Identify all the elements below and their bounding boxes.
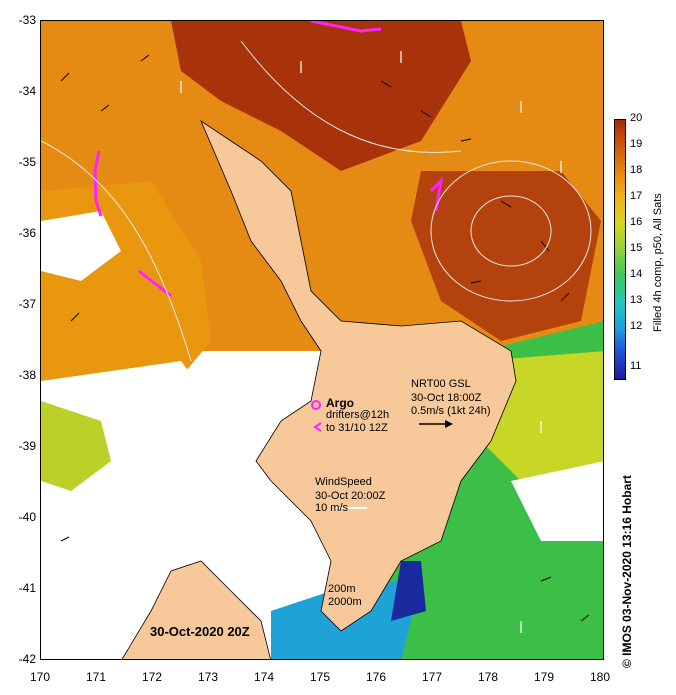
map-canvas [41, 21, 603, 659]
y-tick: -40 [18, 510, 36, 524]
colorbar-tick: 19 [630, 138, 643, 150]
north-island [200, 119, 517, 632]
sst-hot-eddy [411, 171, 601, 341]
argo-track [429, 176, 444, 212]
argo-label: Argo [326, 396, 354, 410]
wind-vectors [80, 51, 582, 633]
colorbar [614, 119, 626, 380]
x-tick: 170 [29, 670, 51, 684]
colorbar-tick: 16 [630, 216, 643, 228]
drifters-label: drifters@12h [326, 409, 390, 421]
x-tick: 178 [477, 670, 499, 684]
argo-track [93, 150, 103, 217]
colorbar-tick: 12 [630, 320, 643, 332]
x-tick: 174 [253, 670, 275, 684]
nrt-time: 30-Oct 18:00Z [411, 392, 482, 404]
sst-hot-north [171, 21, 471, 171]
nrt-scale: 0.5m/s (1kt 24h) [411, 405, 491, 417]
x-tick: 173 [197, 670, 219, 684]
sst-map [40, 20, 604, 660]
y-tick: -35 [18, 155, 36, 169]
depth-2000m-label: 2000m [328, 596, 362, 608]
x-tick: 180 [589, 670, 611, 684]
colorbar-tick: 14 [630, 268, 643, 280]
depth-200m-label: 200m [328, 583, 356, 595]
x-tick: 179 [533, 670, 555, 684]
y-tick: -36 [18, 226, 36, 240]
sst-cloud-east [511, 461, 603, 541]
x-tick: 171 [85, 670, 107, 684]
colorbar-tick: 15 [630, 242, 643, 254]
x-tick: 177 [421, 670, 443, 684]
wind-scale: 10 m/s [315, 502, 349, 514]
colorbar-title: Filled 4h comp, p50, All Sats [652, 193, 664, 332]
colorbar-tick: 18 [630, 164, 643, 176]
colorbar-tick: 20 [630, 112, 643, 124]
y-tick: -38 [18, 368, 36, 382]
sst-mid-west [41, 401, 111, 491]
y-tick: -41 [18, 581, 36, 595]
y-tick: -37 [18, 297, 36, 311]
x-tick: 172 [141, 670, 163, 684]
colorbar-tick: 11 [630, 360, 642, 372]
colorbar-tick: 13 [630, 294, 643, 306]
y-tick: -34 [18, 84, 36, 98]
time-stamp: 30-Oct-2020 20Z [150, 624, 250, 639]
imos-credit: © IMOS 03-Nov-2020 13:16 Hobart [620, 475, 634, 668]
x-tick: 176 [365, 670, 387, 684]
y-tick: -33 [18, 13, 36, 27]
current-vectors [60, 54, 590, 622]
south-island [121, 560, 271, 659]
nrt-title: NRT00 GSL [411, 378, 471, 390]
wind-title: WindSpeed [315, 476, 372, 488]
drifter-symbol [313, 422, 322, 432]
y-tick: -42 [18, 652, 36, 666]
argo-symbol [311, 400, 321, 410]
sst-cloud-nw [41, 211, 121, 281]
pressure-contours [41, 40, 592, 362]
current-scale-arrowhead [445, 420, 453, 428]
y-tick: -39 [18, 439, 36, 453]
colorbar-tick: 17 [630, 190, 643, 202]
sst-cold-patch [391, 561, 426, 621]
argo-track [138, 269, 172, 298]
wind-time: 30-Oct 20:00Z [315, 490, 386, 502]
x-tick: 175 [309, 670, 331, 684]
drifters-period: to 31/10 12Z [326, 422, 388, 434]
argo-track [310, 21, 382, 33]
